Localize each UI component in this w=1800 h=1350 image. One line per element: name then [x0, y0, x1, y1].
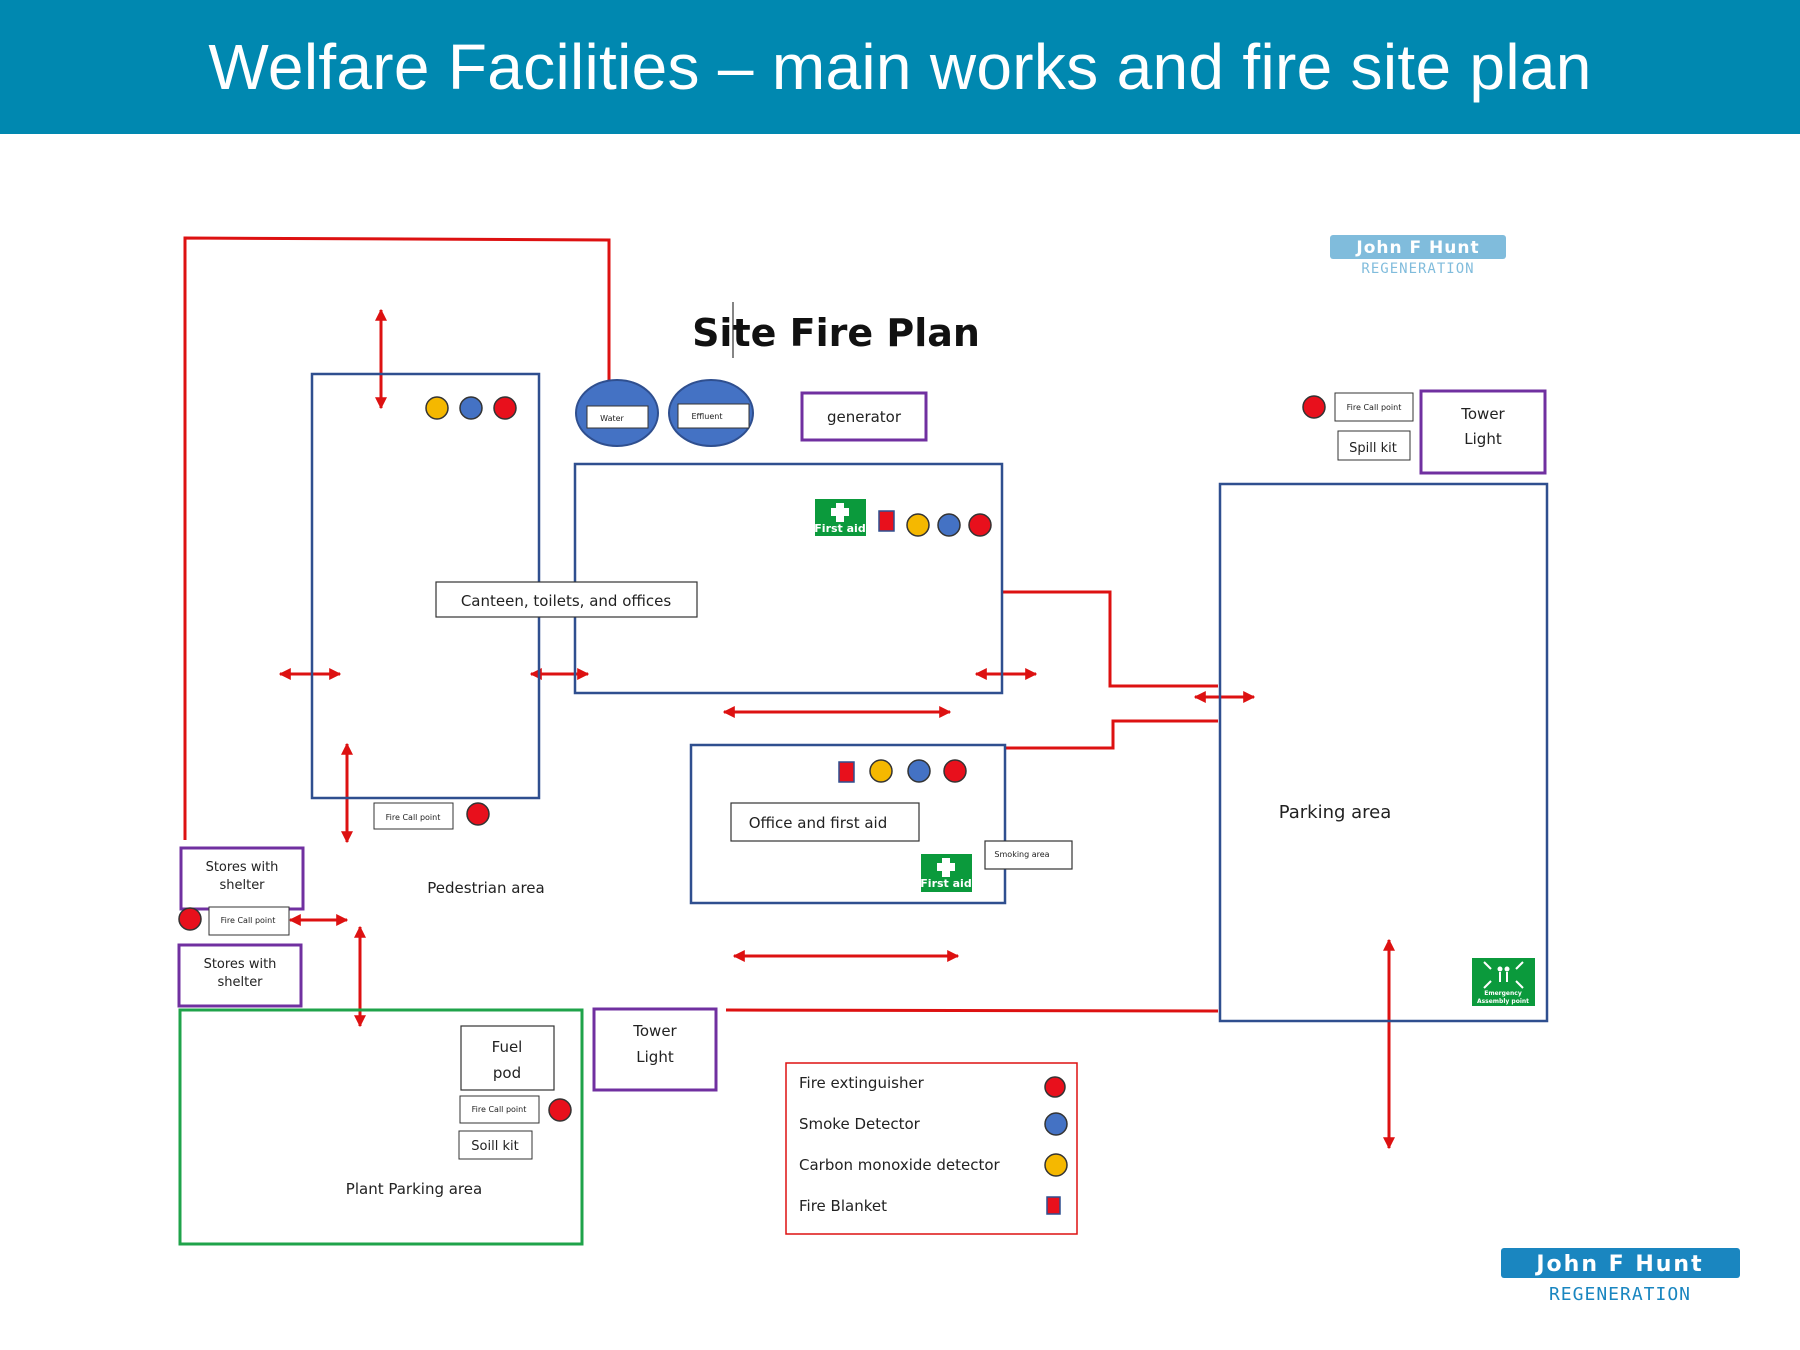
fuel-pod-line1: Fuel — [492, 1038, 523, 1056]
fire-call-point-label: Fire Call point — [386, 813, 441, 822]
fire-call-point-label: Fire Call point — [1347, 403, 1402, 412]
tower-light-bottom: Tower Light — [592, 1007, 718, 1092]
fire-call-point-left: Fire Call point — [373, 802, 454, 830]
movement-arrows — [278, 308, 1395, 1150]
office-label-box: Office and first aid — [730, 802, 920, 842]
fire-blanket-icon — [878, 510, 895, 532]
co-detector-icon — [906, 513, 930, 537]
symbol-group-left-building — [425, 396, 517, 420]
legend-fire-blanket-icon — [1046, 1196, 1061, 1215]
legend-label-blanket: Fire Blanket — [799, 1197, 887, 1215]
plant-parking-label: Plant Parking area — [346, 1180, 482, 1198]
stores-shelter-1: Stores with shelter — [179, 846, 305, 911]
fire-extinguisher-icon — [1302, 395, 1326, 419]
route-top-loop — [183, 236, 611, 840]
canteen-label-box: Canteen, toilets, and offices — [435, 581, 698, 618]
smoke-detector-icon — [937, 513, 961, 537]
parking-area-box — [1218, 482, 1549, 1023]
canteen-building — [573, 462, 1004, 695]
route-canteen-to-parking — [1002, 590, 1218, 688]
first-aid-label: First aid — [920, 877, 971, 890]
logo-top-line2: REGENERATION — [1361, 261, 1474, 277]
fire-extinguisher-icon — [466, 802, 490, 826]
smoking-area-label: Smoking area — [994, 850, 1049, 859]
header-banner: Welfare Facilities – main works and fire… — [0, 0, 1800, 134]
fire-extinguisher-icon — [943, 759, 967, 783]
route-bottom — [725, 1008, 1219, 1013]
legend-box — [785, 1062, 1078, 1235]
pedestrian-area-label: Pedestrian area — [427, 879, 544, 897]
generator-box: generator — [800, 391, 928, 442]
tower-light-top-line2: Light — [1464, 430, 1502, 448]
fire-blanket-icon — [838, 761, 855, 783]
legend-label-extinguisher: Fire extinguisher — [799, 1074, 925, 1092]
tank-water: Water — [575, 379, 659, 447]
fire-call-point-plant: Fire Call point — [459, 1095, 540, 1124]
fuel-pod-line2: pod — [493, 1064, 521, 1082]
tower-light-bottom-line1: Tower — [632, 1022, 677, 1040]
symbol-group-office — [838, 759, 967, 783]
parking-area-label: Parking area — [1279, 802, 1392, 823]
fuel-pod-box: Fuel pod — [460, 1025, 555, 1091]
legend: Fire extinguisher Smoke Detector Carbon … — [785, 1062, 1078, 1235]
route-office-to-parking — [1006, 719, 1218, 750]
smoking-area-box: Smoking area — [984, 840, 1073, 870]
legend-co-detector-icon — [1044, 1153, 1068, 1177]
logo-top-right: John F Hunt REGENERATION — [1330, 235, 1506, 277]
spill-kit-bottom-label: Soill kit — [471, 1139, 518, 1154]
spill-kit-bottom: Soill kit — [458, 1130, 533, 1160]
stores-1-line1: Stores with — [206, 860, 279, 875]
fire-call-point-label: Fire Call point — [221, 916, 276, 925]
symbol-group-canteen — [878, 510, 992, 537]
emergency-assembly-sign: Emergency Assembly point — [1472, 958, 1535, 1006]
tower-light-top-line1: Tower — [1460, 405, 1505, 423]
fire-extinguisher-icon — [493, 396, 517, 420]
office-label: Office and first aid — [749, 814, 888, 832]
buildings — [310, 372, 1549, 1023]
assembly-point-icon — [1483, 961, 1524, 989]
plan-title: Site Fire Plan — [692, 311, 980, 355]
first-aid-label: First aid — [814, 522, 865, 535]
fire-extinguisher-icon — [548, 1098, 572, 1122]
fire-extinguisher-icon — [178, 907, 202, 931]
logo-bottom-line2: REGENERATION — [1549, 1284, 1691, 1305]
fire-call-point-label: Fire Call point — [472, 1105, 527, 1114]
co-detector-icon — [869, 759, 893, 783]
stores-shelter-2: Stores with shelter — [177, 943, 303, 1008]
generator-label: generator — [827, 408, 902, 426]
spill-kit-top: Spill kit — [1337, 430, 1411, 461]
fire-call-point-stores: Fire Call point — [208, 906, 290, 936]
stores-1-line2: shelter — [219, 878, 265, 893]
plant-parking-box — [178, 1008, 584, 1246]
smoke-detector-icon — [907, 759, 931, 783]
tank-water-label: Water — [600, 414, 624, 423]
logo-bottom-right: John F Hunt REGENERATION — [1501, 1248, 1740, 1305]
tank-effluent-label: Effluent — [692, 412, 723, 421]
office-building — [689, 743, 1007, 905]
tower-light-bottom-line2: Light — [636, 1048, 674, 1066]
logo-bottom-line1: John F Hunt — [1534, 1252, 1703, 1277]
tank-effluent: Effluent — [668, 379, 754, 447]
spill-kit-top-label: Spill kit — [1349, 441, 1397, 456]
stores-2-line1: Stores with — [204, 957, 277, 972]
legend-smoke-detector-icon — [1044, 1112, 1068, 1136]
stores-2-line2: shelter — [217, 975, 263, 990]
emergency-line1: Emergency — [1484, 990, 1522, 997]
tower-light-top: Tower Light — [1419, 389, 1547, 475]
smoke-detector-icon — [459, 396, 483, 420]
co-detector-icon — [425, 396, 449, 420]
legend-label-co: Carbon monoxide detector — [799, 1156, 1001, 1174]
first-aid-sign-canteen: First aid — [814, 499, 866, 536]
page-title: Welfare Facilities – main works and fire… — [208, 31, 1592, 103]
fire-routes — [183, 236, 1219, 1013]
fire-extinguisher-icon — [968, 513, 992, 537]
logo-top-line1: John F Hunt — [1355, 238, 1479, 258]
canteen-label: Canteen, toilets, and offices — [461, 592, 672, 610]
legend-fire-extinguisher-icon — [1044, 1076, 1066, 1098]
emergency-line2: Assembly point — [1477, 998, 1529, 1005]
fire-call-point-top-right: Fire Call point — [1334, 392, 1414, 422]
first-aid-sign-office: First aid — [920, 854, 972, 892]
legend-label-smoke: Smoke Detector — [799, 1115, 921, 1133]
